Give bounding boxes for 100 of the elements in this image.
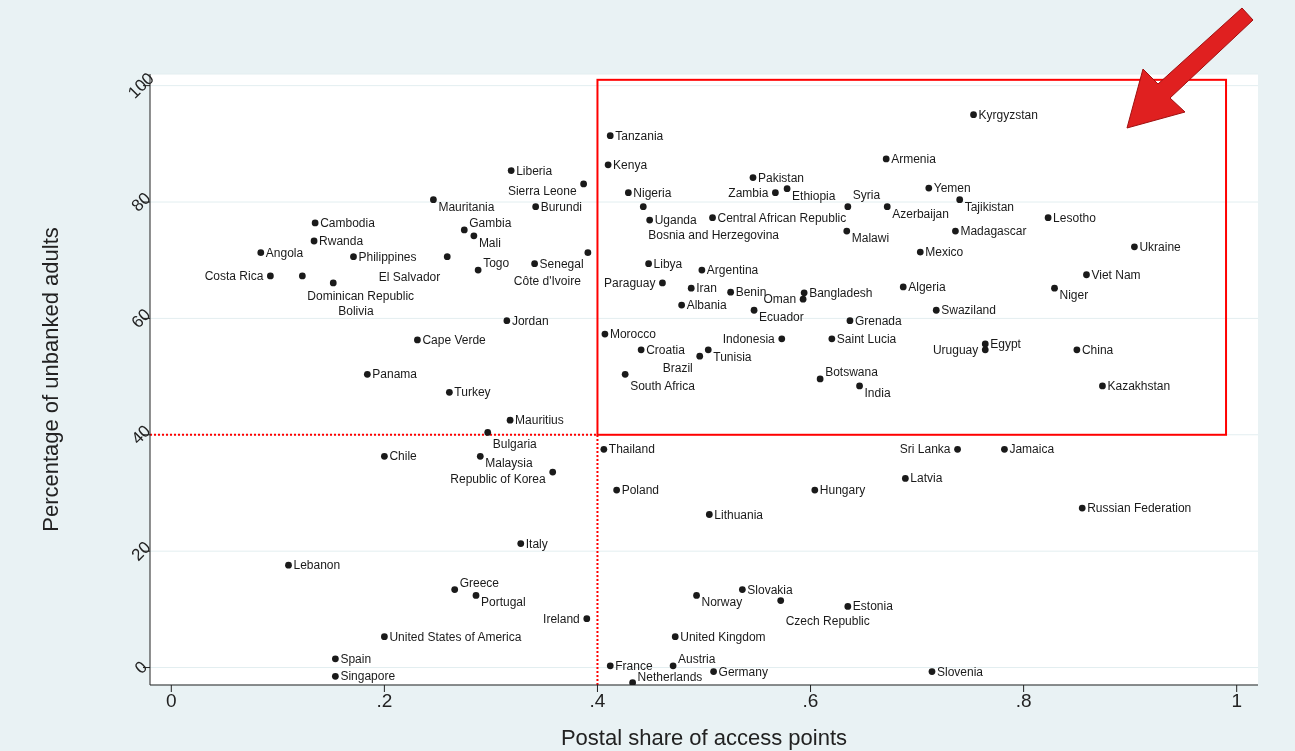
data-label: Sierra Leone (507, 183, 577, 198)
data-label: Niger (1059, 288, 1089, 303)
data-label: Croatia (646, 342, 686, 357)
x-axis-title: Postal share of access points (560, 725, 848, 750)
data-label: Mauritius (515, 413, 564, 428)
y-tick-label: 0 (130, 657, 152, 678)
data-label: Swaziland (941, 303, 996, 318)
data-label: Cape Verde (422, 332, 487, 347)
data-label: Panama (372, 367, 418, 382)
data-label: Kyrgyzstan (978, 107, 1038, 122)
data-label: Lithuania (714, 507, 764, 522)
data-label: Bangladesh (809, 285, 873, 300)
data-label: Ireland (543, 611, 580, 626)
data-label: Poland (621, 483, 660, 498)
data-label: Grenada (854, 313, 902, 328)
data-label: Kenya (613, 157, 648, 172)
data-label: Austria (678, 651, 716, 666)
data-label: Ukraine (1139, 239, 1182, 254)
data-label: Iran (696, 281, 717, 296)
data-label: Italy (525, 536, 548, 551)
x-tick-label: .4 (589, 690, 606, 712)
data-label: Senegal (539, 256, 584, 271)
y-axis-title: Percentage of unbanked adults (37, 227, 63, 532)
data-label: Latvia (910, 471, 943, 486)
data-label: United States of America (389, 629, 522, 644)
data-label: Tunisia (713, 349, 752, 364)
data-label: Argentina (706, 263, 759, 278)
data-label: Bulgaria (492, 437, 538, 452)
data-label: Uruguay (932, 342, 979, 357)
data-label: Slovenia (936, 664, 984, 679)
x-tick-label: .8 (1015, 690, 1032, 712)
data-label: Estonia (852, 599, 894, 614)
data-label: Central African Republic (717, 210, 847, 225)
data-label: Viet Nam (1091, 267, 1141, 282)
data-label: Thailand (608, 442, 655, 457)
data-label: Libya (653, 256, 683, 271)
data-label: Albania (686, 298, 727, 313)
data-label: Costa Rica (204, 268, 264, 283)
data-label: Spain (340, 651, 372, 666)
data-label: Syria (852, 187, 881, 202)
data-label: Turkey (454, 385, 491, 400)
data-label: Netherlands (637, 670, 703, 684)
data-label: Chile (389, 449, 418, 464)
data-label: Nigeria (633, 185, 672, 200)
data-label: Burundi (540, 199, 583, 214)
data-label: El Salvador (378, 269, 441, 284)
data-label: Mali (478, 235, 501, 250)
data-label: Republic of Korea (450, 472, 547, 487)
data-label: Mexico (925, 245, 964, 260)
y-tick-label: 40 (127, 421, 155, 449)
data-label: Rwanda (319, 234, 364, 249)
y-tick-label: 60 (127, 304, 155, 332)
data-label: South Africa (630, 379, 696, 394)
x-tick-label: 1 (1231, 690, 1242, 712)
data-label: Morocco (609, 327, 657, 342)
data-label: Liberia (516, 163, 553, 178)
data-label: Egypt (990, 337, 1022, 351)
data-label: Slovakia (747, 582, 794, 597)
data-label: Lesotho (1053, 210, 1097, 225)
data-label: Greece (459, 575, 500, 590)
data-label: India (864, 385, 891, 400)
data-label: Indonesia (722, 331, 776, 346)
data-label: Sri Lanka (899, 442, 951, 457)
data-label: Russian Federation (1087, 501, 1192, 516)
y-tick-label: 20 (127, 537, 155, 565)
data-label: China (1081, 342, 1114, 357)
data-label: Jamaica (1009, 442, 1055, 457)
data-label: Bolivia (338, 303, 374, 318)
data-label: Paraguay (604, 275, 656, 290)
data-label: Malaysia (485, 456, 533, 471)
data-label: Madagascar (960, 224, 1027, 239)
data-label: United Kingdom (680, 629, 766, 644)
data-label: Cambodia (320, 215, 376, 230)
data-label: Saint Lucia (836, 331, 897, 346)
data-label: Tajikistan (964, 199, 1015, 214)
data-label: Azerbaijan (892, 206, 949, 221)
x-tick-label: .2 (376, 690, 393, 712)
data-label: Gambia (469, 215, 512, 230)
data-label: Zambia (728, 185, 769, 200)
data-label: Norway (701, 595, 743, 610)
x-tick-label: 0 (166, 690, 177, 712)
data-label: Hungary (819, 483, 866, 498)
data-label: Lebanon (293, 558, 341, 573)
data-label: Jordan (511, 313, 549, 328)
data-label: Botswana (825, 364, 879, 379)
data-label: France (615, 658, 653, 673)
y-tick-label: 80 (127, 188, 155, 216)
data-label: Kazakhstan (1107, 378, 1171, 393)
data-label: Algeria (908, 279, 946, 294)
data-label: Armenia (891, 151, 937, 166)
data-label: Dominican Republic (307, 288, 415, 303)
data-label: Germany (718, 664, 768, 679)
data-label: Uganda (654, 213, 698, 228)
data-label: Malawi (851, 231, 890, 246)
data-label: Bosnia and Herzegovina (648, 227, 780, 242)
data-label: Togo (483, 256, 510, 271)
data-label: Mauritania (438, 199, 495, 214)
data-label: Ecuador (759, 310, 804, 325)
data-label: Côte d'Ivoire (513, 273, 582, 288)
data-label: Tanzania (615, 128, 664, 143)
